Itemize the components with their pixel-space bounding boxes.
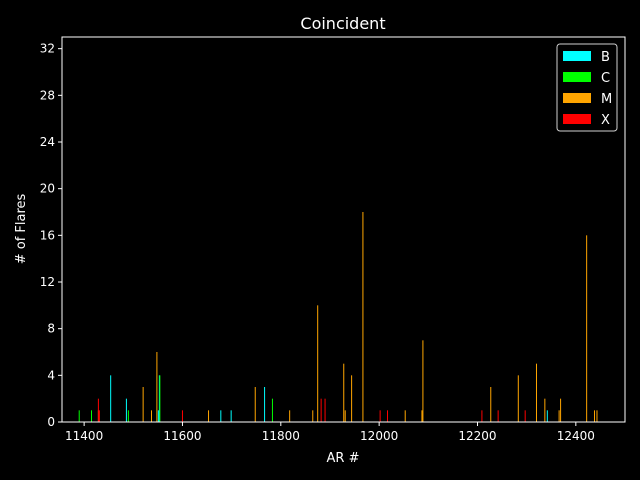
bar-m <box>344 410 346 422</box>
bar-b <box>110 375 112 422</box>
x-axis: 11400 11600 11800 12000 12200 12400 <box>65 422 595 443</box>
x-axis-label: AR # <box>327 451 360 466</box>
x-tick-label: 11800 <box>262 429 300 443</box>
legend-label-m: M <box>601 92 612 107</box>
bar-c <box>271 398 273 422</box>
plot-frame <box>61 36 626 423</box>
bar-m <box>517 375 519 422</box>
legend-label-x: X <box>601 113 610 128</box>
y-tick-label: 32 <box>40 42 55 56</box>
x-tick-label: 11600 <box>163 429 201 443</box>
x-tick-label: 11400 <box>65 429 103 443</box>
y-tick-label: 16 <box>40 228 55 242</box>
legend-swatch-m <box>563 93 591 103</box>
bar-b <box>125 398 127 422</box>
y-tick-label: 4 <box>47 368 55 382</box>
bar-x <box>379 410 381 422</box>
y-tick-label: 24 <box>40 135 55 149</box>
legend-swatch-c <box>563 72 591 82</box>
bar-m <box>421 410 423 422</box>
bar-m <box>586 235 588 422</box>
bar-m <box>544 398 546 422</box>
legend-swatch-b <box>563 51 591 61</box>
bar-m <box>142 387 144 422</box>
bar-x <box>524 410 526 422</box>
bar-m <box>351 375 353 422</box>
bar-m <box>558 410 560 422</box>
bar-x <box>497 410 499 422</box>
bars-layer <box>78 212 598 422</box>
x-tick-label: 12400 <box>557 429 595 443</box>
y-tick-label: 0 <box>47 415 55 429</box>
y-tick-label: 20 <box>40 182 55 196</box>
bar-m <box>343 363 345 422</box>
legend-box <box>556 43 618 132</box>
bar-m <box>312 410 314 422</box>
bar-m <box>535 363 537 422</box>
bar-m <box>208 410 210 422</box>
bar-x <box>97 398 99 422</box>
y-axis: 0 4 8 12 16 20 24 28 32 <box>40 42 62 429</box>
bar-m <box>289 410 291 422</box>
bar-m <box>317 305 319 422</box>
y-axis-label: # of Flares <box>14 193 29 264</box>
y-tick-label: 8 <box>47 322 55 336</box>
bar-m <box>594 410 596 422</box>
legend-label-c: C <box>601 71 610 86</box>
bar-c <box>91 410 92 422</box>
bar-m <box>404 410 406 422</box>
bar-b <box>220 410 222 422</box>
x-tick-label: 12000 <box>360 429 398 443</box>
bar-m <box>596 410 598 422</box>
y-tick-label: 12 <box>40 275 55 289</box>
bar-x <box>320 398 322 422</box>
bar-m <box>422 340 424 422</box>
bar-b <box>230 410 232 422</box>
bar-c <box>127 410 129 422</box>
bar-x <box>181 410 183 422</box>
bar-c <box>78 410 80 422</box>
chart-title: Coincident <box>300 14 385 33</box>
y-tick-label: 28 <box>40 88 55 102</box>
bar-m <box>156 352 158 422</box>
bar-m <box>150 410 152 422</box>
bar-x <box>387 410 389 422</box>
bar-c <box>159 375 161 422</box>
bar-x <box>324 398 326 422</box>
x-tick-label: 12200 <box>458 429 496 443</box>
bar-b <box>157 410 159 422</box>
legend-swatch-x <box>563 114 591 124</box>
bar-x <box>98 410 100 422</box>
bar-b <box>546 410 548 422</box>
bar-x <box>481 410 483 422</box>
bar-m <box>490 387 492 422</box>
legend-label-b: B <box>601 50 610 65</box>
bar-m <box>254 387 256 422</box>
bar-m <box>560 398 562 422</box>
bar-m <box>362 212 364 422</box>
bar-b <box>264 387 266 422</box>
